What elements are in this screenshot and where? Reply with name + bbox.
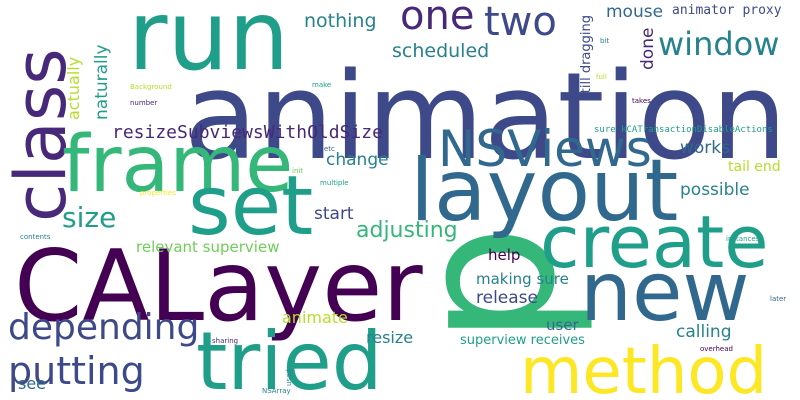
word-new: new: [580, 245, 750, 340]
word-done: done: [638, 27, 658, 70]
word-animate: animate: [282, 308, 348, 327]
word-superview-receives: superview receives: [460, 333, 585, 348]
word-possible: possible: [680, 180, 750, 200]
word-relevant-superview: relevant superview: [136, 238, 280, 256]
word-works: works: [680, 138, 730, 158]
word-actually: actually: [64, 56, 83, 120]
word-mouse: mouse: [606, 2, 664, 22]
word-bit: bit: [600, 37, 610, 45]
word-multiple: multiple: [320, 179, 349, 187]
word-user: user: [546, 316, 579, 334]
word-scheduled: scheduled: [392, 40, 490, 62]
word-contents: contents: [20, 233, 51, 241]
word-size: size: [62, 201, 117, 234]
word-two: two: [484, 0, 557, 45]
word-animation: animation: [184, 48, 788, 187]
word-window: window: [658, 25, 780, 63]
word-help: help: [488, 246, 521, 264]
word-calling: calling: [676, 322, 732, 342]
word-resize: resize: [366, 328, 414, 347]
word-etc: etc: [324, 145, 335, 153]
word-resizeSubviewsWithOldSize: resizeSubviewsWithOldSize: [112, 122, 383, 143]
word-putting: putting: [8, 349, 145, 393]
word-tail-end: tail end: [728, 159, 781, 175]
word-full: full: [596, 73, 607, 81]
word-depending: depending: [8, 307, 200, 348]
word-still-dragging: still dragging: [579, 14, 594, 100]
word-nsviews: NSViews: [438, 120, 652, 178]
word-tried: tried: [196, 315, 383, 400]
word-used: used: [285, 369, 293, 386]
word-run: run: [128, 0, 290, 92]
word-set: set: [188, 159, 314, 254]
word-instances: instances: [726, 235, 760, 243]
word-sharing: sharing: [212, 337, 239, 345]
word-frame: frame: [62, 120, 294, 210]
word-layout: layout: [410, 141, 679, 241]
word-start: start: [314, 204, 354, 224]
word-nothing: nothing: [304, 10, 377, 32]
word-release: release: [476, 288, 538, 308]
word-see: see: [18, 374, 47, 393]
word-later: later: [770, 295, 787, 303]
word-one: one: [400, 0, 475, 39]
word-sure-kCATransactionDisableActions: sure kCATransactionDisableActions: [594, 125, 773, 135]
word-making-sure: making sure: [476, 270, 569, 288]
word-background: Background: [130, 83, 172, 91]
word-adjusting: adjusting: [356, 218, 458, 243]
word-animator-proxy: animator proxy: [672, 3, 782, 18]
word-init: init: [292, 167, 304, 175]
word-naturally: naturally: [92, 44, 112, 120]
word-properties: properties: [140, 189, 176, 197]
word-change: change: [326, 150, 389, 170]
word-number: number: [130, 99, 158, 107]
word-calayer: CALayer: [14, 230, 423, 344]
word-create: create: [540, 200, 769, 284]
word-takes: takes: [632, 97, 651, 105]
word-method: method: [520, 335, 768, 400]
word-overhead: overhead: [700, 345, 733, 353]
word-make: make: [312, 81, 332, 89]
word-nsarray: NSArray: [262, 387, 291, 395]
